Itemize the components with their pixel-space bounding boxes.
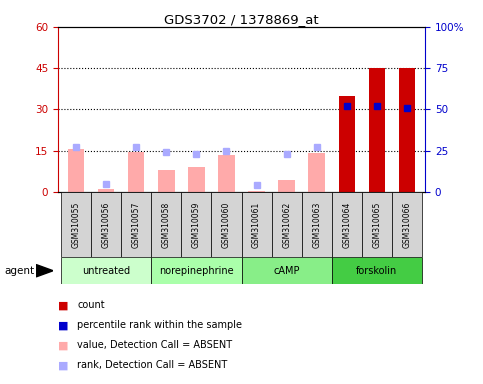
Bar: [242, 257, 332, 284]
Text: count: count: [77, 300, 105, 310]
Text: percentile rank within the sample: percentile rank within the sample: [77, 320, 242, 330]
Bar: [309, 154, 325, 192]
Bar: [151, 192, 181, 257]
Bar: [278, 180, 295, 192]
Bar: [218, 155, 235, 192]
Bar: [302, 192, 332, 257]
Text: ■: ■: [58, 300, 69, 310]
Text: GSM310064: GSM310064: [342, 202, 351, 248]
Text: GSM310055: GSM310055: [71, 202, 81, 248]
Bar: [158, 170, 174, 192]
Text: GSM310062: GSM310062: [282, 202, 291, 248]
Text: ■: ■: [58, 320, 69, 330]
Text: GSM310061: GSM310061: [252, 202, 261, 248]
Bar: [98, 189, 114, 192]
Bar: [332, 257, 422, 284]
Polygon shape: [36, 265, 53, 277]
Text: GSM310063: GSM310063: [312, 202, 321, 248]
Text: ■: ■: [58, 340, 69, 350]
Text: untreated: untreated: [82, 266, 130, 276]
Bar: [61, 257, 151, 284]
Bar: [369, 68, 385, 192]
Bar: [392, 192, 422, 257]
Bar: [332, 192, 362, 257]
Bar: [398, 68, 415, 192]
Text: agent: agent: [5, 266, 35, 276]
Bar: [339, 96, 355, 192]
Bar: [68, 149, 85, 192]
Bar: [121, 192, 151, 257]
Bar: [188, 167, 205, 192]
Text: forskolin: forskolin: [356, 266, 398, 276]
Text: norepinephrine: norepinephrine: [159, 266, 234, 276]
Bar: [61, 192, 91, 257]
Bar: [181, 192, 212, 257]
Text: value, Detection Call = ABSENT: value, Detection Call = ABSENT: [77, 340, 232, 350]
Text: cAMP: cAMP: [273, 266, 300, 276]
Bar: [128, 152, 144, 192]
Text: GSM310060: GSM310060: [222, 202, 231, 248]
Bar: [248, 190, 265, 192]
Text: GSM310056: GSM310056: [101, 202, 111, 248]
Text: GSM310066: GSM310066: [402, 202, 412, 248]
Text: GSM310058: GSM310058: [162, 202, 171, 248]
Bar: [271, 192, 302, 257]
Bar: [151, 257, 242, 284]
Bar: [242, 192, 271, 257]
Text: GSM310065: GSM310065: [372, 202, 382, 248]
Bar: [91, 192, 121, 257]
Title: GDS3702 / 1378869_at: GDS3702 / 1378869_at: [164, 13, 319, 26]
Bar: [362, 192, 392, 257]
Text: rank, Detection Call = ABSENT: rank, Detection Call = ABSENT: [77, 360, 227, 370]
Text: ■: ■: [58, 360, 69, 370]
Text: GSM310059: GSM310059: [192, 202, 201, 248]
Bar: [212, 192, 242, 257]
Text: GSM310057: GSM310057: [132, 202, 141, 248]
